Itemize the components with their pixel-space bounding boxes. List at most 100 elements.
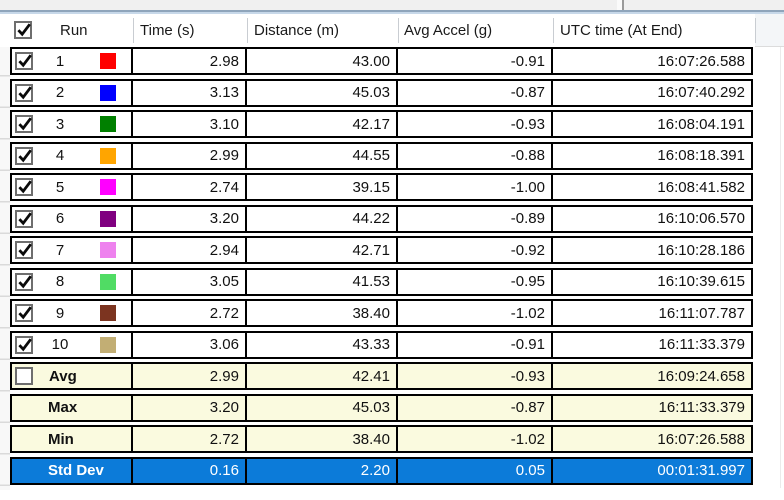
check-icon — [18, 243, 32, 257]
distance-cell: 42.71 — [247, 238, 398, 262]
table-row[interactable]: 2 3.13 45.03 -0.87 16:07:40.292 — [10, 78, 753, 107]
table-row[interactable]: 8 3.05 41.53 -0.95 16:10:39.615 — [10, 267, 753, 296]
time-cell: 2.74 — [133, 175, 247, 199]
run-number: 3 — [55, 115, 65, 133]
check-icon — [18, 85, 32, 99]
summary-accel-cell: -0.87 — [398, 395, 553, 420]
top-panel-strip — [0, 0, 784, 10]
check-icon — [18, 274, 32, 288]
run-number: 9 — [55, 304, 65, 322]
summary-label-cell: Std Dev — [12, 458, 133, 483]
summary-time-cell: 3.20 — [133, 395, 247, 420]
column-header-utc[interactable]: UTC time (At End) — [560, 22, 683, 39]
row-checkbox[interactable] — [15, 241, 33, 259]
run-number: 5 — [55, 178, 65, 196]
run-color-swatch — [100, 210, 116, 227]
summary-label-cell: Min — [12, 427, 133, 451]
run-number: 8 — [55, 273, 65, 290]
time-cell: 2.72 — [133, 301, 247, 325]
accent-line-top — [0, 10, 784, 12]
run-number: 4 — [55, 147, 65, 164]
run-cell: 6 — [12, 206, 133, 231]
column-header-time[interactable]: Time (s) — [140, 22, 195, 39]
distance-cell: 41.53 — [247, 269, 398, 294]
table-row[interactable]: 9 2.72 38.40 -1.02 16:11:07.787 — [10, 299, 753, 327]
table-row[interactable]: 4 2.99 44.55 -0.88 16:08:18.391 — [10, 141, 753, 170]
run-color-swatch — [100, 305, 116, 321]
run-color-swatch — [100, 336, 116, 353]
table-row[interactable]: 7 2.94 42.71 -0.92 16:10:28.186 — [10, 236, 753, 264]
header-empty-cell — [755, 14, 784, 47]
check-icon — [18, 117, 32, 131]
check-icon — [18, 211, 32, 225]
column-header-accel[interactable]: Avg Accel (g) — [404, 22, 493, 39]
summary-row-stddev: Std Dev 0.16 2.20 0.05 00:01:31.997 — [10, 456, 753, 485]
utc-cell: 16:08:18.391 — [657, 147, 745, 164]
summary-label: Std Dev — [48, 462, 104, 479]
table-row[interactable]: 1 2.98 43.00 -0.91 16:07:26.588 — [10, 47, 753, 75]
row-checkbox[interactable] — [15, 115, 33, 133]
utc-cell: 16:07:26.588 — [657, 52, 745, 70]
utc-cell: 16:08:41.582 — [657, 178, 745, 196]
run-number: 2 — [55, 84, 65, 101]
column-header-distance[interactable]: Distance (m) — [254, 22, 340, 39]
row-checkbox[interactable] — [15, 52, 33, 70]
summary-accel-cell: 0.05 — [398, 458, 553, 483]
accel-cell: -0.87 — [398, 80, 553, 105]
run-number: 10 — [51, 336, 69, 353]
distance-cell: 45.03 — [247, 80, 398, 105]
accent-line-bottom — [0, 12, 784, 14]
run-cell: 9 — [12, 301, 133, 325]
run-number: 6 — [55, 210, 65, 227]
time-cell: 2.99 — [133, 143, 247, 168]
run-cell: 1 — [12, 49, 133, 73]
table-header: Run Time (s) Distance (m) Avg Accel (g) … — [0, 14, 784, 47]
row-checkbox[interactable] — [15, 178, 33, 196]
accel-cell: -0.89 — [398, 206, 553, 231]
time-cell: 3.05 — [133, 269, 247, 294]
distance-cell: 44.55 — [247, 143, 398, 168]
summary-utc-cell: 16:09:24.658 — [657, 367, 745, 385]
check-icon — [17, 23, 31, 37]
run-color-swatch — [100, 242, 116, 258]
distance-cell: 42.17 — [247, 112, 398, 136]
table-row[interactable]: 3 3.10 42.17 -0.93 16:08:04.191 — [10, 110, 753, 138]
column-header-run[interactable]: Run — [60, 22, 88, 39]
distance-cell: 38.40 — [247, 301, 398, 325]
check-icon — [18, 180, 32, 194]
summary-accel-cell: -0.93 — [398, 364, 553, 388]
accel-cell: -1.00 — [398, 175, 553, 199]
utc-cell: 16:11:07.787 — [658, 304, 745, 322]
check-icon — [18, 337, 32, 351]
row-checkbox[interactable] — [15, 272, 33, 291]
summary-row-avg[interactable]: Avg 2.99 42.41 -0.93 16:09:24.658 — [10, 362, 753, 390]
summary-label: Avg — [49, 367, 77, 385]
table-row[interactable]: 6 3.20 44.22 -0.89 16:10:06.570 — [10, 204, 753, 233]
summary-utc-cell: 16:07:26.588 — [657, 430, 745, 448]
row-checkbox[interactable] — [15, 83, 33, 102]
right-edge-line — [780, 47, 781, 488]
summary-checkbox[interactable] — [15, 367, 33, 385]
select-all-checkbox[interactable] — [14, 21, 32, 39]
row-checkbox[interactable] — [15, 146, 33, 165]
row-checkbox[interactable] — [15, 335, 33, 354]
run-color-swatch — [100, 53, 116, 69]
accel-cell: -0.91 — [398, 332, 553, 357]
header-separator — [247, 18, 248, 43]
row-checkbox[interactable] — [15, 304, 33, 322]
utc-cell: 16:10:06.570 — [657, 210, 745, 227]
summary-row-min: Min 2.72 38.40 -1.02 16:07:26.588 — [10, 425, 753, 453]
runs-grid: 1 2.98 43.00 -0.91 16:07:26.588 2 3.13 45.03 -0.… — [10, 47, 753, 485]
top-panel-gap — [617, 0, 622, 10]
run-color-swatch — [100, 147, 116, 164]
summary-label-cell: Avg — [12, 364, 133, 388]
summary-utc-cell: 16:11:33.379 — [658, 399, 745, 416]
run-number: 1 — [55, 52, 65, 70]
run-cell: 5 — [12, 175, 133, 199]
summary-distance-cell: 38.40 — [247, 427, 398, 451]
row-checkbox[interactable] — [15, 209, 33, 228]
run-number: 7 — [55, 241, 65, 259]
table-row[interactable]: 5 2.74 39.15 -1.00 16:08:41.582 — [10, 173, 753, 201]
table-row[interactable]: 10 3.06 43.33 -0.91 16:11:33.379 — [10, 330, 753, 359]
